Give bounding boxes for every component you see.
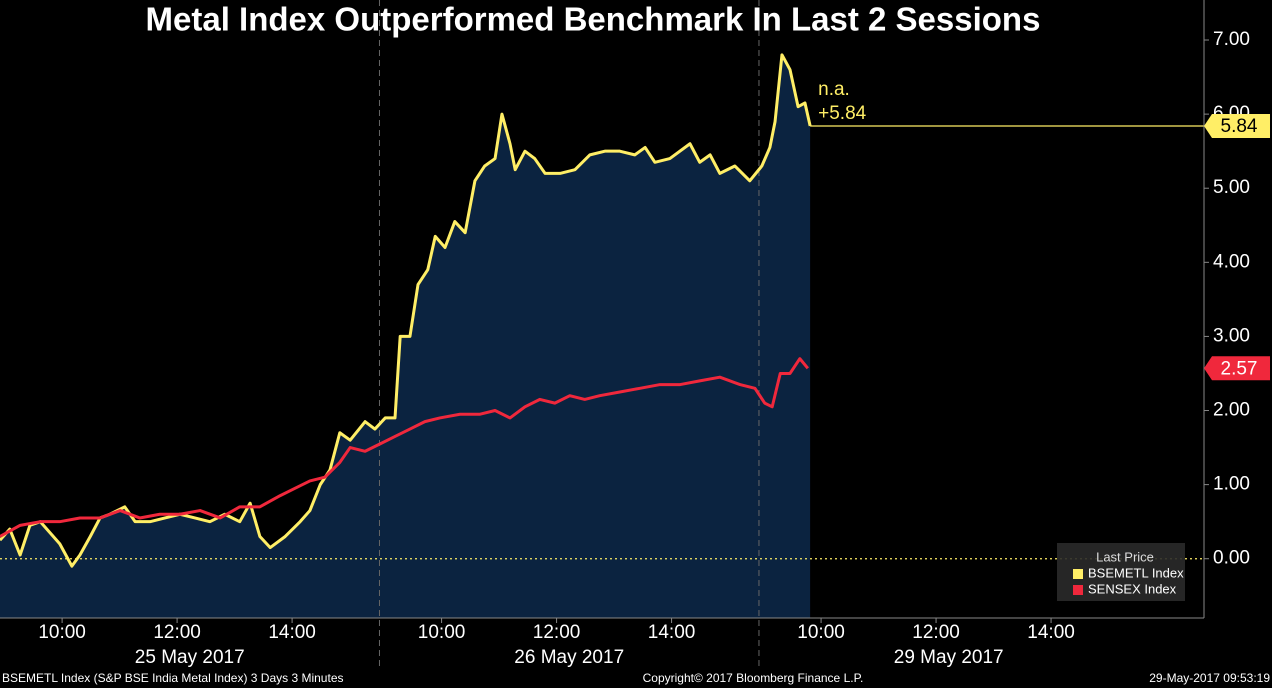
y-tick-label: 0.00 (1213, 548, 1250, 569)
series-line (0, 53, 812, 568)
last-value-tag (1204, 113, 1270, 138)
annotation: +5.84 (818, 103, 867, 124)
series-line (0, 357, 809, 538)
y-tick-label: 7.00 (1213, 29, 1250, 50)
x-tick-label: 10:00 (797, 622, 845, 643)
plot-area (0, 0, 1204, 668)
legend-label: BSEMETL Index (1088, 565, 1184, 580)
x-tick-label: 14:00 (1027, 622, 1075, 643)
x-tick-label: 12:00 (533, 622, 581, 643)
legend-swatch (1073, 585, 1083, 595)
y-tick-label: 5.00 (1213, 177, 1250, 198)
x-tick-label: 10:00 (418, 622, 466, 643)
y-tick-label: 1.00 (1213, 474, 1250, 495)
footer-text: Copyright© 2017 Bloomberg Finance L.P. (643, 671, 864, 685)
legend-label: SENSEX Index (1088, 581, 1177, 596)
last-value-label: 5.84 (1221, 116, 1258, 137)
footer-text: 29-May-2017 09:53:19 (1149, 671, 1270, 685)
x-tick-label: 10:00 (38, 622, 86, 643)
annotation: n.a. (818, 79, 850, 100)
session-label: 25 May 2017 (135, 647, 245, 668)
footer-bar (0, 669, 1272, 688)
session-label: 26 May 2017 (514, 647, 624, 668)
y-tick-label: 2.00 (1213, 400, 1250, 421)
legend-swatch (1073, 569, 1083, 579)
last-value-tag (1204, 356, 1270, 381)
y-tick-label: 3.00 (1213, 325, 1250, 346)
footer-text: BSEMETL Index (S&P BSE India Metal Index… (2, 671, 344, 685)
y-tick-label: 4.00 (1213, 251, 1250, 272)
x-tick-label: 12:00 (153, 622, 201, 643)
x-tick-label: 14:00 (648, 622, 696, 643)
last-value-label: 2.57 (1221, 358, 1258, 379)
x-tick-label: 12:00 (912, 622, 960, 643)
x-tick-label: 14:00 (268, 622, 316, 643)
legend-title: Last Price (1096, 549, 1154, 564)
chart-title: Metal Index Outperformed Benchmark In La… (146, 1, 1041, 38)
session-label: 29 May 2017 (894, 647, 1004, 668)
